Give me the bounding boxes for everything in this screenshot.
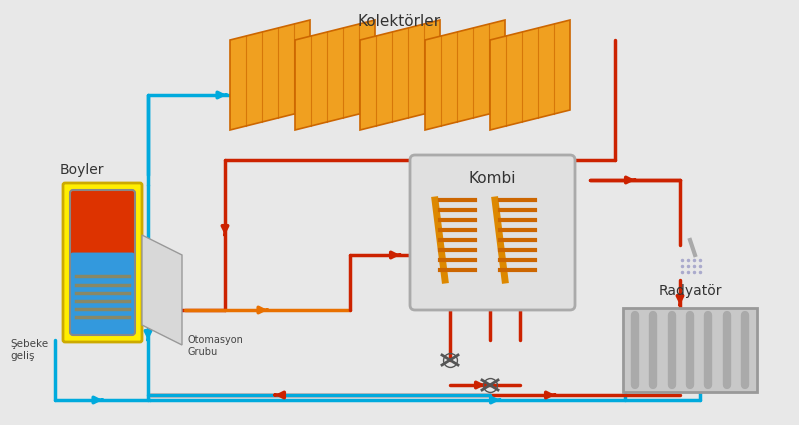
Polygon shape bbox=[142, 235, 182, 345]
FancyBboxPatch shape bbox=[70, 252, 135, 335]
FancyBboxPatch shape bbox=[410, 155, 575, 310]
Polygon shape bbox=[360, 20, 440, 130]
Text: Kolektörler: Kolektörler bbox=[357, 14, 440, 29]
Polygon shape bbox=[230, 20, 310, 130]
FancyBboxPatch shape bbox=[623, 308, 757, 392]
Text: Kombi: Kombi bbox=[469, 170, 516, 185]
Polygon shape bbox=[425, 20, 505, 130]
Polygon shape bbox=[295, 20, 375, 130]
FancyBboxPatch shape bbox=[63, 183, 142, 342]
Text: Otomasyon
Grubu: Otomasyon Grubu bbox=[187, 335, 243, 357]
Text: Boyler: Boyler bbox=[60, 163, 105, 177]
FancyBboxPatch shape bbox=[70, 190, 135, 272]
Polygon shape bbox=[490, 20, 570, 130]
Text: Radyatör: Radyatör bbox=[658, 284, 721, 298]
Text: Şebeke
geliş: Şebeke geliş bbox=[10, 339, 48, 361]
